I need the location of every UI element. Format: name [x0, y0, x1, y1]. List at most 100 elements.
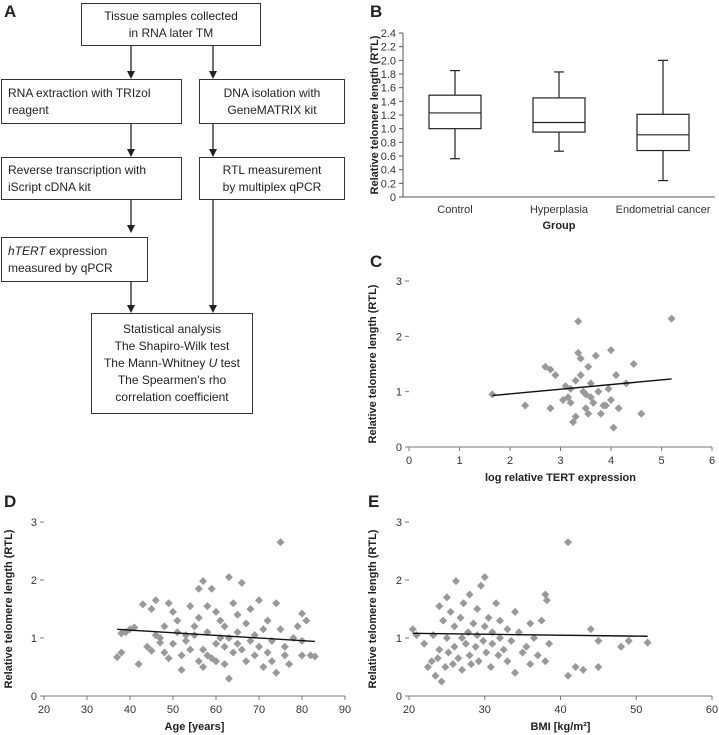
chart-e-data-point	[465, 590, 474, 599]
chart-d-data-point	[310, 652, 319, 661]
chart-b-box	[532, 97, 586, 133]
chart-b-ytick-label: 2.4	[381, 28, 396, 40]
chart-e-data-point	[503, 657, 512, 666]
chart-d-xtick-label: 30	[81, 704, 93, 716]
chart-e-data-point	[451, 577, 460, 586]
chart-c-data-point	[488, 390, 497, 399]
chart-e-data-point	[469, 619, 478, 628]
chart-d-data-point	[298, 651, 306, 660]
panel-letter-d: D	[4, 492, 17, 511]
chart-c-data-point	[586, 379, 595, 388]
chart-e-data-point	[526, 660, 535, 669]
chart-d-data-point	[147, 605, 156, 613]
chart-c-data-point	[584, 409, 593, 418]
chart-d-data-point	[246, 605, 255, 613]
flow-rna-line1: RNA extraction with TRIzol	[8, 85, 151, 100]
chart-e-data-point	[495, 616, 504, 625]
chart-c-xtick-label: 6	[709, 455, 715, 467]
chart-e-data-point	[439, 616, 448, 625]
chart-d-xtick-label: 40	[124, 704, 136, 716]
flow-stats-line3-italic: U	[208, 356, 218, 370]
chart-c-data-point	[614, 404, 623, 413]
chart-e-data-point	[420, 639, 429, 648]
flow-box-statistics: Statistical analysis The Shapiro-Wilk te…	[91, 313, 253, 414]
chart-e-data-point	[579, 665, 588, 674]
chart-b-ytick-label: 1.0	[381, 124, 396, 136]
chart-e-data-point	[486, 663, 495, 671]
chart-e-data-point	[492, 599, 501, 608]
chart-c-data-point	[546, 404, 555, 413]
chart-c-xtick-label: 3	[557, 455, 563, 467]
chart-d-data-point	[169, 639, 177, 648]
flow-rna-line2: reagent	[8, 102, 49, 117]
chart-b-ytick-label: 1.8	[381, 69, 396, 81]
chart-e-data-point	[471, 642, 480, 651]
chart-c-data-point	[546, 365, 555, 374]
chart-e-data-point	[456, 613, 465, 622]
chart-d-data-point	[203, 602, 212, 611]
chart-e-data-point	[433, 654, 442, 663]
chart-b-x-axis-title: Group	[543, 220, 576, 232]
flow-box-htert: hTERT expression measured by qPCR	[1, 237, 148, 282]
chart-d-data-point	[229, 648, 238, 657]
chart-e-data-point	[564, 671, 573, 680]
chart-d-data-point	[293, 622, 302, 631]
flow-stats-line4: The Spearmen's rho	[117, 373, 227, 387]
chart-c-data-point	[612, 371, 621, 380]
chart-e-data-point	[467, 660, 476, 669]
chart-e-data-point	[465, 651, 474, 660]
chart-e-data-point	[541, 657, 550, 666]
chart-d-data-point	[276, 538, 285, 547]
chart-e-data-point	[537, 616, 546, 625]
chart-c-data-point	[569, 418, 578, 427]
chart-b-ytick-label: 0	[390, 192, 396, 204]
chart-e-data-point	[458, 665, 467, 674]
chart-d-data-point	[250, 651, 259, 660]
chart-d-data-point	[194, 613, 203, 622]
chart-c-ytick-label: 2	[396, 331, 402, 343]
chart-c-x-axis-title: log relative TERT expression	[485, 472, 636, 484]
chart-c-data-point	[551, 371, 560, 380]
chart-b-ytick-label: 1.2	[381, 110, 396, 122]
chart-c-data-point	[571, 412, 580, 421]
chart-e-xtick-label: 50	[630, 704, 642, 716]
chart-e-data-point	[624, 636, 633, 645]
chart-e-ytick-label: 1	[396, 633, 402, 645]
chart-e-data-point	[448, 660, 457, 669]
chart-e-data-point	[586, 625, 595, 634]
chart-c-data-point	[576, 371, 585, 380]
chart-d-data-point	[280, 651, 289, 660]
chart-d-data-point	[160, 622, 169, 631]
chart-d-data-point	[186, 645, 195, 654]
chart-d-data-point	[164, 599, 173, 608]
chart-d-data-point	[263, 648, 272, 657]
chart-d-data-point	[233, 628, 242, 637]
chart-e-data-point	[494, 651, 503, 660]
panel-letter-b: B	[370, 2, 383, 21]
chart-e-data-point	[444, 648, 453, 657]
chart-e-xtick-label: 60	[706, 704, 718, 716]
chart-d-data-point	[169, 607, 177, 616]
chart-d-data-point	[173, 628, 182, 637]
chart-e-xtick-label: 40	[554, 704, 566, 716]
chart-d-data-point	[113, 653, 122, 662]
chart-c-data-point	[581, 404, 590, 413]
chart-d-data-point	[156, 638, 165, 647]
chart-c-data-point	[637, 409, 646, 418]
flow-rtl-line2: by multiplex qPCR	[222, 179, 322, 194]
chart-d-data-point	[272, 599, 281, 608]
chart-c-data-point	[576, 354, 585, 363]
chart-d-data-point	[220, 642, 229, 651]
chart-e-data-point	[518, 648, 527, 657]
chart-c-data-point	[629, 360, 638, 368]
chart-b-ytick-label: 1.6	[381, 83, 396, 95]
chart-e-data-point	[464, 628, 473, 637]
chart-d-data-point	[194, 657, 203, 666]
chart-e-data-point	[458, 634, 467, 642]
flow-stats-line3: The Mann-Whitney U test	[104, 355, 240, 372]
chart-c-data-point	[566, 398, 575, 407]
chart-d-data-point	[199, 577, 208, 586]
chart-d-data-point	[177, 651, 186, 660]
